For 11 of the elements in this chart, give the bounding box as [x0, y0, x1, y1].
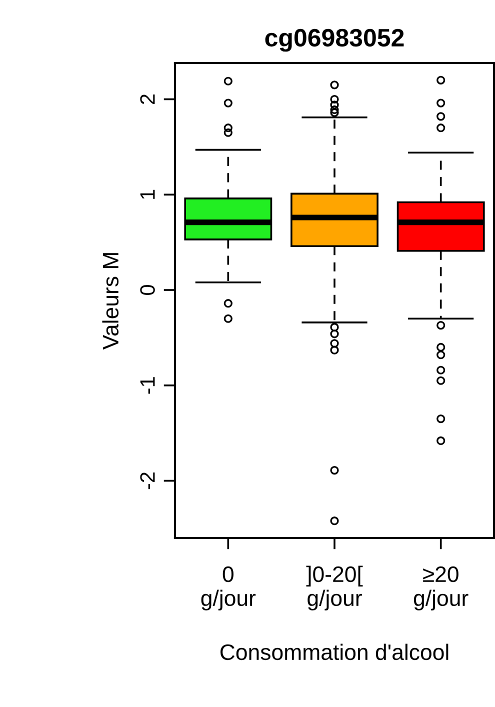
y-tick-label: 2	[140, 94, 155, 104]
y-tick-label: 1	[140, 190, 155, 199]
y-tick-label: 0	[140, 285, 155, 295]
y-axis-title: Valeurs M	[102, 253, 119, 350]
x-axis-title: Consommation d'alcool	[220, 644, 448, 660]
y-tick-label: -2	[140, 472, 155, 490]
x-tick-label: 0 g/jour	[201, 566, 256, 610]
x-tick-label: ≥20 g/jour	[414, 566, 468, 610]
y-tick-label: -1	[140, 377, 155, 394]
x-tick-label: ]0-20[ g/jour	[306, 566, 363, 610]
chart-title: cg06983052	[265, 28, 404, 52]
